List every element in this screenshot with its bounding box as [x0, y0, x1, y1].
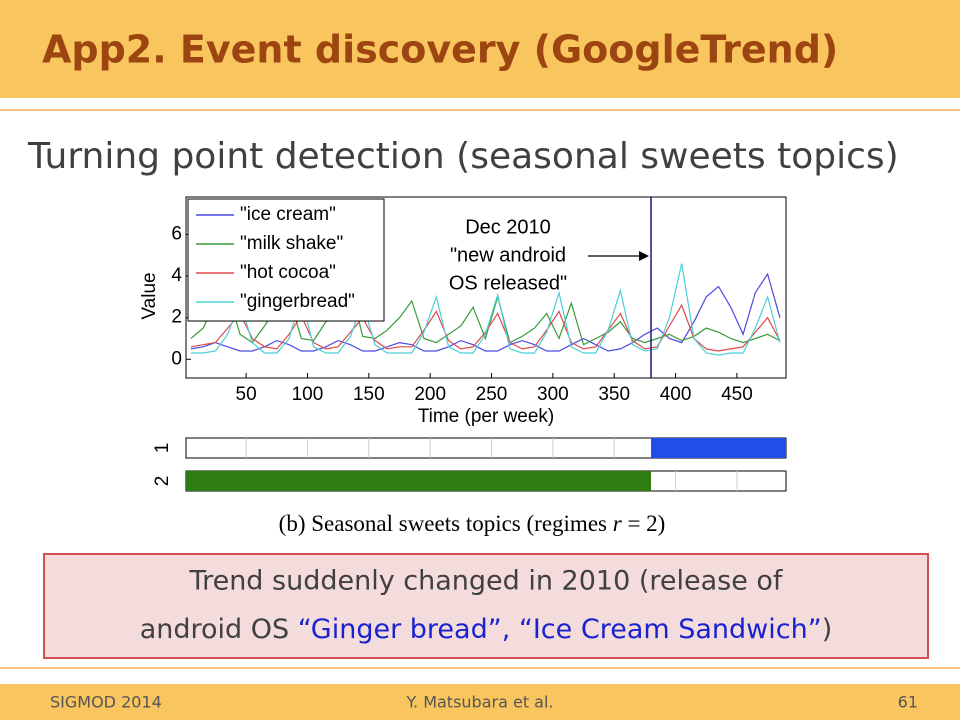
callout-text: android OS [140, 614, 298, 645]
x-axis-label: Time (per week) [418, 406, 555, 427]
caption-text: = 2) [622, 511, 666, 536]
annotation-text: "new android [450, 244, 566, 266]
annotation-text: OS released" [449, 272, 567, 294]
footer-band [0, 684, 960, 720]
chart: 50 100 150 200 250 300 350 400 450 0 2 4 6 Time (per … [139, 196, 787, 536]
axes-box [185, 196, 787, 379]
arrow-head [639, 251, 650, 261]
caption-text: (b) Seasonal sweets topics (regimes [279, 511, 613, 536]
legend-label: "gingerbread" [240, 291, 355, 312]
x-tick-label: 100 [292, 384, 324, 405]
regime-bar [186, 471, 652, 491]
x-tick-label: 400 [660, 384, 692, 405]
regime-bar [651, 438, 786, 458]
regime-label: 1 [152, 443, 173, 454]
callout-line: Trend suddenly changed in 2010 (release … [189, 566, 784, 597]
footer-page: 61 [898, 693, 918, 712]
legend-box [187, 198, 385, 322]
legend-label: "ice cream" [240, 204, 336, 225]
x-tick-label: 350 [598, 384, 630, 405]
callout-line: android OS “Ginger bread”, “Ice Cream Sa… [140, 614, 833, 645]
x-tick-label: 200 [414, 384, 446, 405]
series-line [190, 272, 781, 352]
legend-label: "milk shake" [240, 233, 343, 254]
y-tick-label: 6 [171, 223, 182, 244]
header-band [0, 0, 960, 98]
callout-text: ) [822, 614, 833, 645]
slide-title: App2. Event discovery (GoogleTrend) [42, 28, 838, 72]
y-tick-label: 2 [171, 307, 182, 328]
y-axis-label: Value [139, 272, 160, 319]
series-line [190, 263, 781, 356]
x-tick-label: 50 [236, 384, 257, 405]
caption-var: r [613, 511, 623, 536]
callout-highlight: “Ginger bread”, “Ice Cream Sandwich” [298, 614, 822, 645]
x-tick-label: 300 [537, 384, 569, 405]
legend-label: "hot cocoa" [240, 262, 336, 283]
footer-authors: Y. Matsubara et al. [405, 693, 553, 712]
annotation-text: Dec 2010 [465, 216, 551, 238]
series-line [190, 303, 781, 352]
x-tick-label: 250 [476, 384, 508, 405]
x-tick-label: 150 [353, 384, 385, 405]
footer-venue: SIGMOD 2014 [50, 693, 162, 712]
caption: (b) Seasonal sweets topics (regimes r = … [279, 511, 666, 536]
y-tick-label: 4 [171, 265, 182, 286]
y-tick-label: 0 [171, 348, 182, 369]
callout-box [43, 553, 929, 659]
x-tick-label: 450 [721, 384, 753, 405]
body-text: Turning point detection (seasonal sweets… [27, 136, 899, 177]
regime-label: 2 [152, 476, 173, 487]
